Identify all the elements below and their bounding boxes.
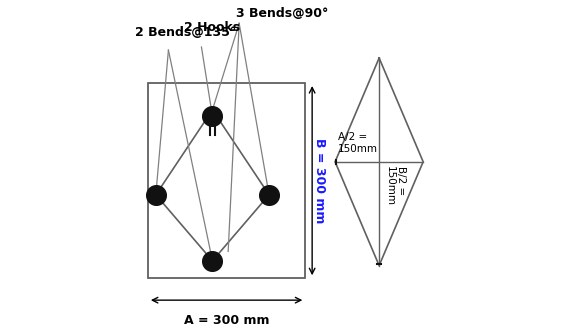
Bar [148, 83, 305, 278]
Text: 2 Bends@135°: 2 Bends@135° [135, 26, 237, 39]
Text: 2 Hooks: 2 Hooks [184, 21, 240, 35]
Text: 3 Bends@90°: 3 Bends@90° [236, 7, 328, 20]
Text: A/2 =
150mm: A/2 = 150mm [338, 132, 378, 154]
Point [151, 192, 160, 197]
Text: A = 300 mm: A = 300 mm [184, 314, 269, 327]
Point [208, 114, 217, 119]
Point [265, 192, 274, 197]
Point [208, 258, 217, 264]
Text: B = 300 mm: B = 300 mm [313, 138, 325, 223]
Text: B/2 =
150mm: B/2 = 150mm [385, 166, 406, 207]
